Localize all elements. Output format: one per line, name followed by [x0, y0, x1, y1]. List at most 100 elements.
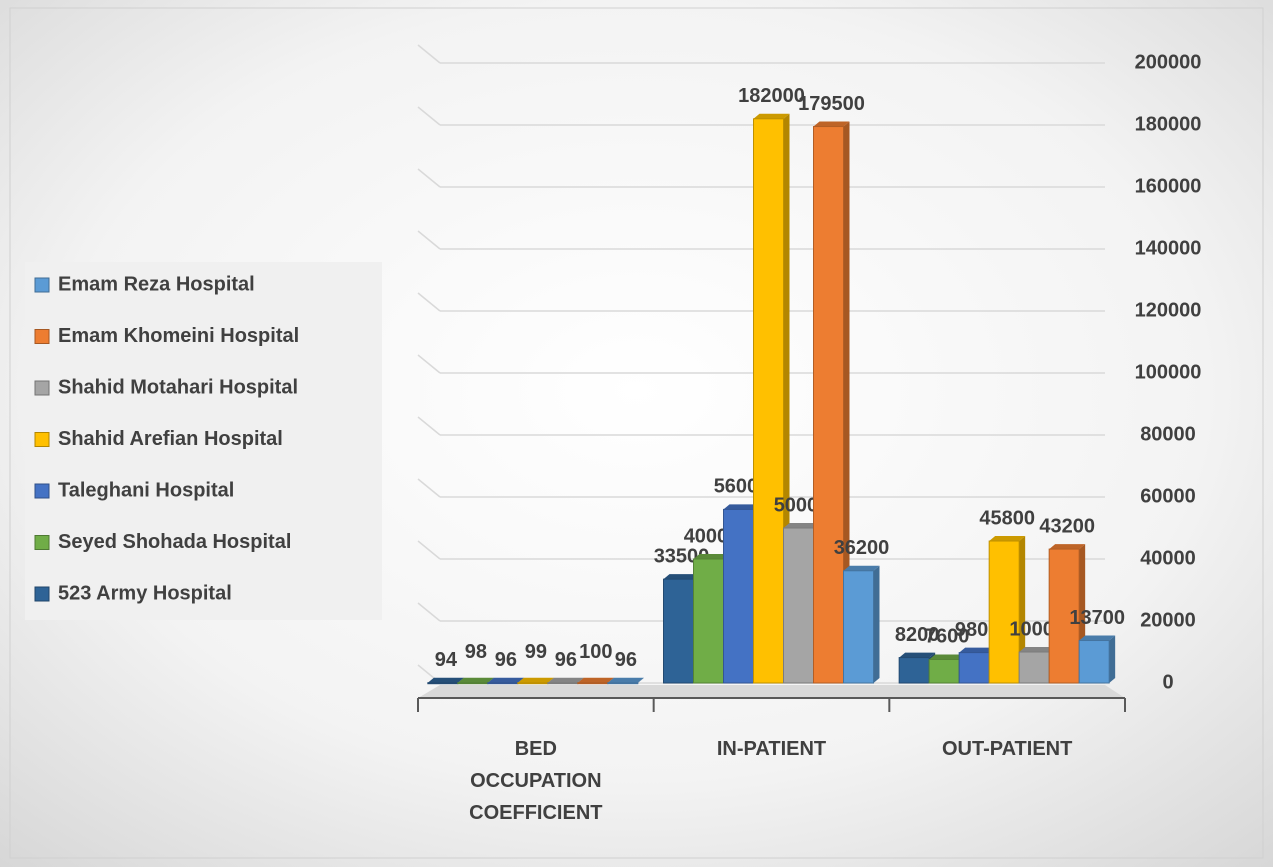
x-tick-label: BED OCCUPATION COEFFICIENT [469, 738, 603, 824]
y-tick-label: 80000 [1140, 423, 1196, 445]
legend-swatch [34, 329, 50, 344]
y-tick-label: 160000 [1135, 175, 1202, 197]
bar-side [1019, 536, 1026, 683]
bar-top [1049, 544, 1086, 550]
bar [958, 652, 990, 684]
data-label: 13700 [1069, 607, 1125, 629]
legend-swatch [34, 586, 50, 602]
legend-swatch [34, 277, 50, 293]
bar [898, 657, 930, 684]
grid-line-depth [417, 168, 441, 188]
bar-top [457, 677, 494, 683]
bar [517, 682, 549, 685]
bar-top [1019, 647, 1056, 652]
y-tick-label: 0 [1162, 671, 1173, 693]
data-label: 98 [465, 641, 487, 663]
bar-top [929, 654, 966, 660]
y-tick-label: 180000 [1135, 113, 1202, 135]
bar [607, 682, 639, 685]
bar [693, 558, 724, 684]
grid-line-depth [417, 354, 441, 374]
bar-top [959, 647, 996, 653]
y-tick-label: 120000 [1135, 299, 1202, 321]
bar [663, 578, 694, 684]
legend-box [25, 262, 382, 620]
floor [418, 685, 1125, 698]
bar-top [899, 652, 936, 658]
bar [487, 682, 519, 685]
bar [843, 570, 874, 684]
bar-top [1079, 635, 1116, 641]
grid-line-depth [417, 230, 441, 250]
bar [928, 658, 960, 684]
grid-line-depth [417, 292, 441, 312]
bar [547, 682, 579, 685]
data-label: 96 [615, 649, 637, 671]
chart-border [9, 7, 1264, 859]
legend-swatch [34, 432, 50, 447]
bar-top [663, 574, 700, 580]
bar-top [723, 504, 760, 510]
legend-swatch [34, 483, 50, 499]
data-label: 179500 [798, 93, 865, 115]
bar [783, 527, 814, 684]
x-tick-label: IN-PATIENT [716, 738, 827, 760]
legend-label: Emam Khomeini Hospital [58, 325, 299, 347]
bar-top [989, 536, 1026, 542]
data-label: 94 [435, 649, 458, 671]
legend-label: Taleghani Hospital [58, 479, 234, 501]
data-label: 43200 [1039, 515, 1095, 537]
legend-label: Emam Reza Hospital [58, 273, 255, 295]
data-label: 96 [555, 649, 577, 671]
legend-label: Seyed Shohada Hospital [58, 531, 291, 553]
grid-line-depth [417, 106, 441, 126]
bar [457, 682, 489, 685]
grid-line-depth [417, 416, 441, 436]
y-tick-label: 140000 [1135, 237, 1202, 259]
bar [753, 118, 784, 684]
y-tick-label: 40000 [1140, 547, 1196, 569]
legend-label: Shahid Arefian Hospital [58, 428, 283, 450]
bar-top [487, 677, 524, 683]
bar [427, 682, 459, 685]
bar [577, 682, 609, 685]
y-tick-label: 60000 [1140, 485, 1196, 507]
bar-top [813, 121, 850, 127]
bar-top [843, 565, 880, 571]
y-tick-label: 20000 [1140, 609, 1196, 631]
bar-top [753, 113, 790, 119]
y-tick-label: 100000 [1135, 361, 1202, 383]
data-label: 8200 [895, 624, 940, 646]
bar-top [577, 677, 614, 683]
data-label: 182000 [738, 85, 805, 107]
data-label: 7600 [925, 626, 970, 648]
data-label: 9800 [955, 619, 1000, 641]
bar-top [547, 677, 584, 683]
data-label: 45800 [979, 507, 1035, 529]
data-label: 36200 [834, 537, 890, 559]
bar [1078, 640, 1110, 684]
data-label: 99 [525, 641, 547, 663]
legend-swatch [34, 380, 50, 396]
x-tick-label: OUT-PATIENT [941, 738, 1073, 760]
legend-label: Shahid Motahari Hospital [58, 376, 298, 398]
bar [813, 126, 844, 684]
bar [1048, 548, 1080, 684]
bar [723, 508, 754, 684]
bar [1018, 651, 1050, 684]
bar-side [1109, 635, 1116, 683]
legend-swatch [34, 535, 50, 550]
bar-top [427, 677, 464, 683]
bar-top [783, 523, 820, 528]
bar [988, 540, 1020, 684]
bar-side [873, 565, 880, 683]
bar-top [607, 677, 644, 683]
grid-line-depth [417, 44, 441, 64]
bar-top [517, 677, 554, 683]
y-tick-label: 200000 [1135, 51, 1202, 73]
grid-line-depth [417, 602, 441, 622]
data-label: 100 [579, 641, 612, 663]
grid-line-depth [417, 478, 441, 498]
